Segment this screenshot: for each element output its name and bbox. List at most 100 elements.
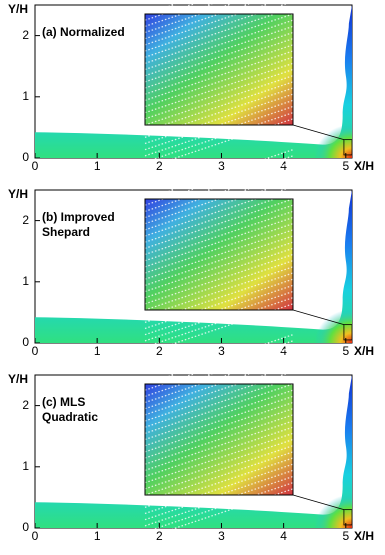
inset-streak xyxy=(144,1,294,52)
x-tick-label: 4 xyxy=(280,344,287,358)
inset-streak xyxy=(144,75,294,126)
inset-streak xyxy=(144,167,294,219)
inset-streak xyxy=(144,44,294,95)
inset-streak xyxy=(144,198,294,249)
zoom-line xyxy=(292,494,345,511)
hot-zone xyxy=(314,309,352,343)
panel-title: Shepard xyxy=(42,225,90,239)
x-tick-label: 0 xyxy=(32,344,39,358)
panel: 0 1 2 3 4 5 0 1 2 X/H Y/H (a) Normalized xyxy=(8,0,374,173)
inset-streak xyxy=(144,0,282,46)
x-tick-label: 3 xyxy=(218,159,225,173)
inset-streak xyxy=(144,105,294,157)
inset-streak xyxy=(144,475,294,527)
inset-streak xyxy=(144,352,294,404)
inset-streak xyxy=(144,340,294,391)
inset-streak xyxy=(144,179,294,231)
x-axis-label: X/H xyxy=(354,529,374,543)
inset-streak xyxy=(144,38,294,89)
inset-streak xyxy=(144,7,294,58)
x-tick-label: 0 xyxy=(32,529,39,543)
inset-streak xyxy=(144,118,294,169)
inset-streak xyxy=(144,81,294,132)
inset-streak xyxy=(144,13,294,64)
inset-streak xyxy=(144,223,294,274)
x-tick-label: 2 xyxy=(156,529,163,543)
panel-title: Quadratic xyxy=(42,410,98,424)
y-tick-label: 2 xyxy=(22,213,29,227)
inset-streak xyxy=(144,364,294,416)
inset-streak xyxy=(144,482,294,533)
y-axis-label: Y/H xyxy=(8,2,28,16)
inset-streak xyxy=(144,383,294,434)
y-tick-label: 1 xyxy=(22,89,29,103)
inset-streak xyxy=(144,438,294,490)
inset-streak xyxy=(144,401,294,453)
x-tick-label: 4 xyxy=(280,159,287,173)
inset-streak xyxy=(144,210,294,262)
panel-title: (c) MLS xyxy=(42,395,85,409)
y-tick-label: 1 xyxy=(22,459,29,473)
x-tick-label: 1 xyxy=(94,159,101,173)
y-axis-label: Y/H xyxy=(8,187,28,201)
x-axis-label: X/H xyxy=(354,159,374,173)
inset-streak xyxy=(144,68,294,120)
inset-streak xyxy=(144,463,294,515)
inset-streak xyxy=(144,395,294,447)
inset-streak xyxy=(144,420,294,471)
zoom-line xyxy=(292,309,345,326)
inset-streak xyxy=(144,62,294,114)
y-tick-label: 0 xyxy=(22,520,29,534)
inset-streak xyxy=(144,25,294,77)
inset-streak xyxy=(144,371,294,422)
x-tick-label: 1 xyxy=(94,529,101,543)
inset-streak xyxy=(144,253,294,305)
x-tick-label: 2 xyxy=(156,159,163,173)
flow-field xyxy=(35,5,352,158)
y-tick-label: 0 xyxy=(22,150,29,164)
x-tick-label: 3 xyxy=(218,344,225,358)
inset-streak xyxy=(144,149,294,200)
x-tick-label: 1 xyxy=(94,344,101,358)
inset-streak xyxy=(144,414,294,465)
inset-streak xyxy=(144,303,294,354)
inset-streak xyxy=(144,260,294,311)
inset-streak xyxy=(144,161,294,212)
inset-streak xyxy=(144,87,294,138)
inset-streak xyxy=(144,112,294,163)
inset-streak xyxy=(144,155,294,206)
panel-title: (a) Normalized xyxy=(42,25,125,39)
inset-streak xyxy=(144,377,294,428)
x-tick-label: 5 xyxy=(342,159,349,173)
inset-streak xyxy=(144,346,294,397)
y-tick-label: 2 xyxy=(22,398,29,412)
inset-streak xyxy=(144,0,245,34)
y-tick-label: 2 xyxy=(22,28,29,42)
inset-streak xyxy=(144,241,294,293)
zoom-box xyxy=(343,324,353,341)
inset-border xyxy=(144,13,294,126)
inset-streak xyxy=(144,229,294,280)
inset-streak xyxy=(144,432,294,484)
x-tick-label: 0 xyxy=(32,159,39,173)
inset-streak xyxy=(144,426,294,478)
inset-streak xyxy=(144,50,294,101)
x-tick-label: 5 xyxy=(342,344,349,358)
inset-streak xyxy=(144,408,294,459)
inset-streak xyxy=(144,31,294,83)
flow-field xyxy=(35,375,352,528)
zoom-box xyxy=(343,509,353,526)
inset-border xyxy=(144,198,294,311)
inset-streak xyxy=(144,278,294,330)
x-tick-label: 5 xyxy=(342,529,349,543)
x-tick-label: 3 xyxy=(218,529,225,543)
y-tick-label: 1 xyxy=(22,274,29,288)
inset-streak xyxy=(144,0,227,27)
inset-streak xyxy=(144,19,294,71)
inset-streak xyxy=(144,235,294,286)
inset-streak xyxy=(144,93,294,145)
inset-border xyxy=(144,383,294,496)
hot-zone xyxy=(314,124,352,158)
